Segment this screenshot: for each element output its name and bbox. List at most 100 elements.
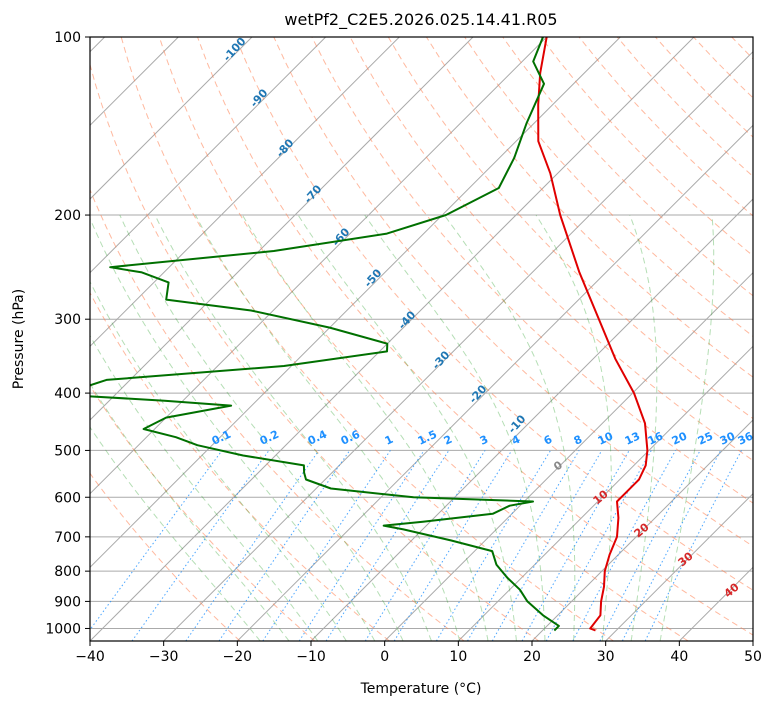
dry-adiabat-line [502,37,753,297]
mixing-ratio-line [644,450,742,641]
mixing-ratio-label: 3 [478,433,490,448]
dry-adiabat-line [158,37,689,641]
moist-adiabat-label: 40 [722,580,742,600]
moist-adiabat-line [535,214,612,641]
isotherm-line [163,50,753,641]
mixing-ratio-label: 30 [718,429,738,447]
mixing-ratio-line [393,450,513,641]
temperature-profile-line [537,37,649,632]
mixing-ratio-line [325,450,450,641]
isotherm-line [90,37,327,274]
mixing-ratio-label: 20 [670,429,690,447]
x-tick-label: 10 [449,649,467,665]
dry-adiabat-line [235,37,753,591]
mixing-ratio-line [90,450,223,631]
mixing-ratio-line [298,450,425,641]
dewpoint-profile-line [90,37,560,632]
isotherm-line [531,419,753,641]
dry-adiabat-line [90,384,316,641]
moist-adiabat-line [194,214,461,641]
y-tick-label: 600 [54,490,81,506]
mixing-ratio-line [262,450,391,641]
mixing-ratio-label: 13 [623,429,642,447]
dry-adiabat-label: -10 [506,412,529,436]
y-tick-label: 200 [54,208,81,224]
isotherm-line [90,37,474,421]
mixing-ratio-line [435,450,552,641]
y-axis: 1000 900 800 700 600 500 400 300 200 100 [45,30,90,637]
isotherm-line [678,566,753,641]
zero-adiabat-label: 0 [551,458,565,473]
mixing-ratio-label: 0.2 [258,428,281,448]
moist-adiabat-line [297,214,517,641]
dry-adiabat-line [120,37,614,641]
isotherm-line [752,640,753,641]
moist-adiabat-line [154,214,432,641]
moist-adiabat-line [90,280,347,641]
isotherm-line [90,37,253,200]
y-tick-label: 300 [54,312,81,328]
mixing-ratio-label: 36 [736,429,756,447]
isotherm-line [310,198,753,641]
mixing-ratio-label: 2 [442,433,454,448]
mixing-ratio-line [599,450,701,641]
moist-adiabat-line [90,334,319,641]
dry-adiabat-line [349,37,753,462]
mixing-ratio-line [572,450,676,641]
moist-adiabat-line [443,214,576,641]
dry-adiabat-label: -50 [362,266,385,290]
isotherm-line [90,37,695,641]
moist-adiabat-line [241,214,489,641]
mixing-ratio-line [364,450,486,641]
moist-adiabat-line [659,214,715,641]
y-tick-label: 1000 [45,621,81,637]
mixing-ratio-label: 25 [696,429,715,447]
dry-adiabat-line [273,37,753,547]
moist-adiabat-line [90,382,290,641]
dry-adiabat-label: -80 [274,136,297,160]
dry-adiabat-label: -60 [330,225,353,249]
y-tick-label: 700 [54,530,81,546]
x-tick-label: −20 [223,649,253,665]
mixing-ratio-label: 16 [646,429,666,447]
mixing-ratio-line [621,450,722,641]
y-axis-label: Pressure (hPa) [11,289,27,389]
chart-title: wetPf2_C2E5.2026.025.14.41.R05 [284,10,557,30]
plot-frame [89,36,754,642]
dry-adiabat-line [425,37,753,378]
dry-adiabat-line [770,37,775,641]
mixing-ratio-label: 6 [542,433,555,448]
mixing-ratio-label: 10 [596,429,616,447]
x-tick-label: −40 [75,649,105,665]
moist-adiabat-label: 30 [676,549,696,569]
mixing-ratio-label: 1.5 [416,428,439,448]
x-tick-label: 50 [744,649,762,665]
x-tick-label: −30 [149,649,179,665]
mixing-ratio-label: 0.6 [339,428,362,448]
mixing-ratio-label: 0.4 [306,428,329,448]
isotherm-line [605,492,753,641]
mixing-ratio-line [545,450,652,641]
isotherm-line [457,345,753,641]
isotherm-line [90,37,548,495]
moist-adiabat-line [90,217,376,641]
mixing-ratio-label: 1 [383,433,395,448]
isotherm-line [384,271,753,641]
isotherm-line [236,124,753,641]
x-tick-label: 40 [670,649,688,665]
x-tick-label: 20 [523,649,541,665]
y-tick-label: 800 [54,564,81,580]
background-grid [90,37,775,641]
dry-adiabat-label: -40 [396,308,419,332]
mixing-ratio-line [185,450,320,641]
dry-adiabat-line [464,37,753,337]
adiabat-labels: 0.1 0.2 0.4 0.6 1 1.5 2 3 4 6 8 10 13 16 20 25 3036-100-… [210,37,756,600]
dry-adiabat-label: -70 [302,182,325,206]
x-axis: −40 −30 −20 −10 0 10 20 30 40 50 [75,641,762,665]
dry-adiabat-label: -20 [467,382,490,406]
y-tick-label: 100 [54,30,81,46]
profiles [90,37,649,632]
x-tick-label: 30 [597,649,615,665]
y-tick-label: 500 [54,443,81,459]
dry-adiabat-line [387,37,753,420]
